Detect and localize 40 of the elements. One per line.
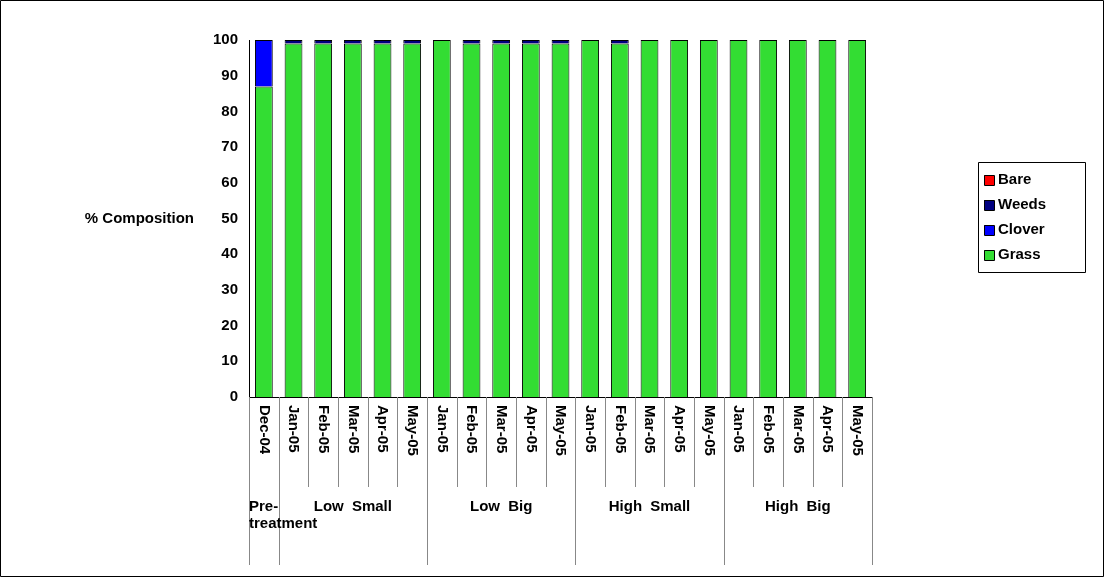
x-tick-label: Mar-05	[790, 405, 808, 454]
x-tick-label: Mar-05	[642, 405, 660, 454]
y-tick-label: 0	[229, 387, 239, 405]
x-tick-label: Feb-05	[464, 405, 482, 454]
x-tick-label: May-05	[850, 405, 868, 456]
x-tick-label: Feb-05	[612, 405, 630, 454]
x-tick-label: Jan-05	[286, 405, 304, 453]
x-tick-label: Jan-05	[434, 405, 452, 453]
y-tick-label: 30	[221, 280, 239, 298]
y-tick-label: 10	[221, 351, 239, 369]
y-tick-label: 100	[213, 30, 239, 48]
y-axis-title: % Composition	[84, 208, 195, 226]
x-tick-label: Mar-05	[345, 405, 363, 454]
x-tick-label: May-05	[701, 405, 719, 456]
x-tick-label: Apr-05	[523, 405, 541, 453]
x-tick-label: Jan-05	[583, 405, 601, 453]
x-tick-label: Apr-05	[672, 405, 690, 453]
legend-label: Grass	[998, 245, 1041, 263]
legend-label: Clover	[998, 220, 1045, 238]
x-tick-label: May-05	[553, 405, 571, 456]
x-tick-label: Feb-05	[761, 405, 779, 454]
x-tick-label: Feb-05	[316, 405, 334, 454]
x-tick-label: Mar-05	[494, 405, 512, 454]
legend-label: Weeds	[998, 195, 1047, 213]
y-tick-label: 80	[221, 101, 239, 119]
x-tick-label: Apr-05	[820, 405, 838, 453]
x-tick-label: Jan-05	[731, 405, 749, 453]
y-tick-label: 90	[221, 65, 239, 83]
legend-label: Bare	[998, 170, 1032, 188]
y-tick-label: 40	[221, 244, 239, 262]
text: Low Big	[469, 497, 534, 514]
y-tick-label: 60	[221, 172, 239, 190]
y-tick-label: 20	[221, 315, 239, 333]
x-tick-label: May-05	[405, 405, 423, 456]
x-tick-label: Apr-05	[375, 405, 393, 453]
y-tick-label: 70	[221, 137, 239, 155]
y-tick-label: 50	[221, 208, 239, 226]
x-tick-label: Dec-04	[256, 405, 274, 455]
text: High Big	[764, 497, 832, 514]
text: High Small	[607, 497, 692, 514]
